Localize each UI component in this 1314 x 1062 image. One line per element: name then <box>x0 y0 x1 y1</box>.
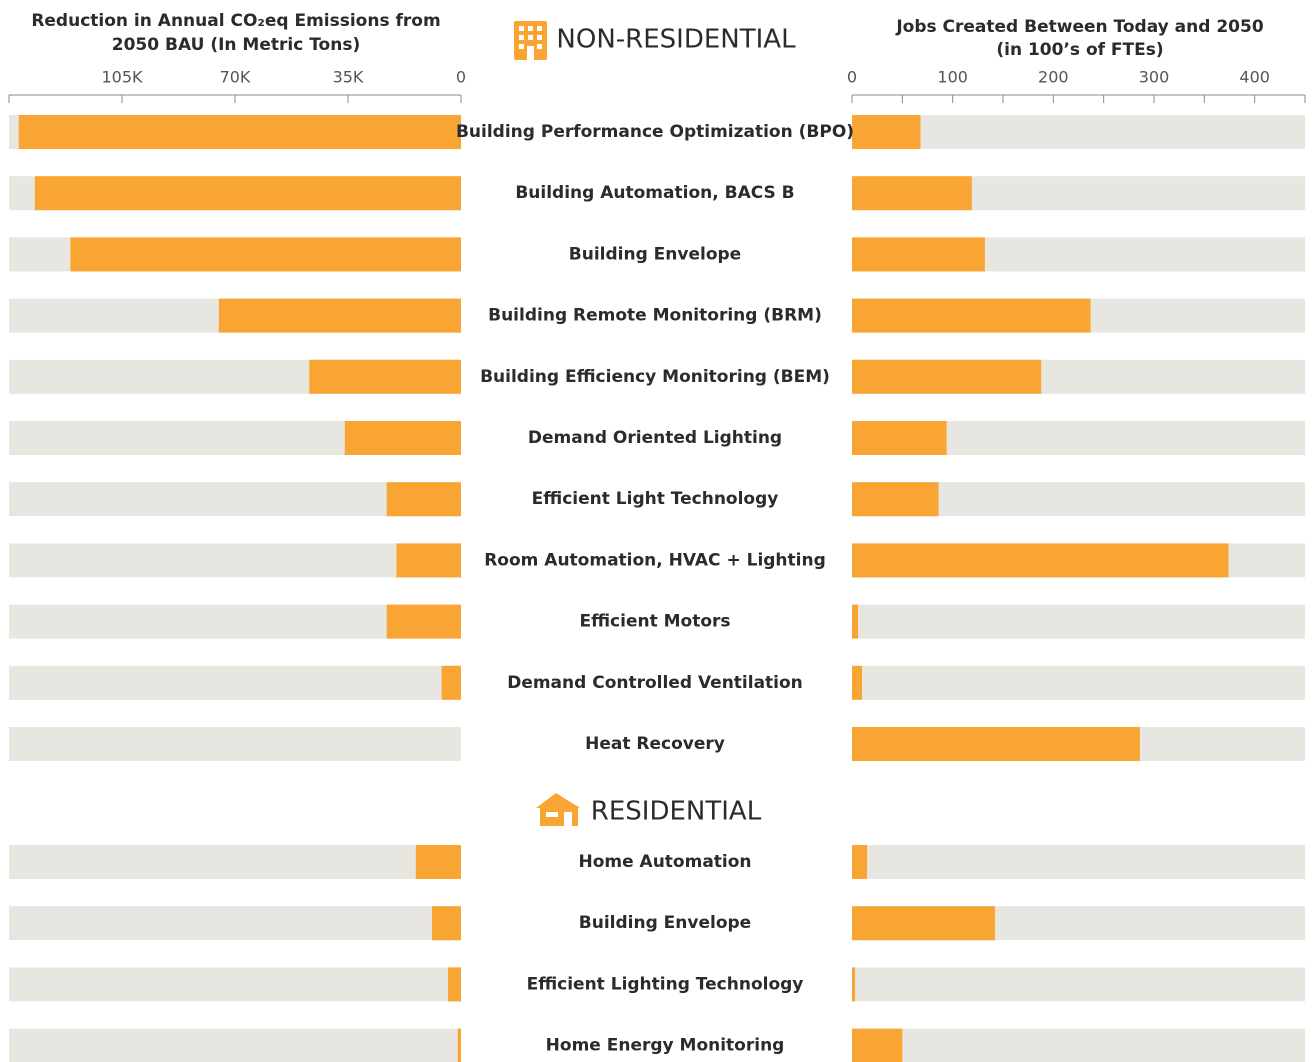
category-label: Efficient Lighting Technology <box>527 974 804 994</box>
x-tick-label: 400 <box>1239 68 1270 87</box>
bar <box>852 967 856 1002</box>
bar <box>852 482 939 517</box>
category-label: Heat Recovery <box>585 734 725 754</box>
category-label: Demand Controlled Ventilation <box>507 673 803 693</box>
category-label: Building Remote Monitoring (BRM) <box>488 306 822 326</box>
bar <box>852 237 985 272</box>
track <box>852 604 1305 639</box>
category-label: Room Automation, HVAC + Lighting <box>484 550 826 570</box>
bar <box>344 421 461 455</box>
track <box>852 845 1305 879</box>
bar <box>852 421 947 455</box>
bar <box>852 727 1140 761</box>
x-tick-label: 105K <box>101 68 143 87</box>
bar <box>852 176 972 211</box>
category-label: Building Efficiency Monitoring (BEM) <box>480 367 830 387</box>
track <box>852 115 1305 149</box>
bar <box>18 115 461 149</box>
bar <box>852 906 995 941</box>
category-label: Building Envelope <box>569 244 741 264</box>
track <box>9 482 461 517</box>
left-title: Reduction in Annual CO₂eq Emissions from <box>31 11 440 31</box>
bar <box>309 359 461 394</box>
x-tick-label: 0 <box>847 68 857 87</box>
x-tick-label: 300 <box>1139 68 1170 87</box>
category-label: Efficient Light Technology <box>532 489 779 509</box>
track <box>852 1028 1305 1062</box>
bar <box>34 176 461 211</box>
x-tick-label: 70K <box>220 68 251 87</box>
x-tick-label: 0 <box>456 68 466 87</box>
track <box>9 845 461 879</box>
right-title: (in 100’s of FTEs) <box>996 40 1163 60</box>
bar <box>386 482 461 517</box>
track <box>852 665 1305 700</box>
track <box>9 967 461 1002</box>
bar <box>852 604 859 639</box>
x-tick-label: 100 <box>937 68 968 87</box>
section-title: RESIDENTIAL <box>591 797 762 827</box>
bar <box>431 906 461 941</box>
bar <box>852 665 863 700</box>
bar <box>70 237 461 272</box>
bar <box>852 298 1091 333</box>
category-label: Building Envelope <box>579 913 751 933</box>
bar <box>457 1028 461 1062</box>
section-title: NON-RESIDENTIAL <box>556 25 796 55</box>
bar <box>386 604 461 639</box>
category-label: Home Automation <box>578 852 751 872</box>
category-label: Home Energy Monitoring <box>546 1036 785 1056</box>
bar <box>441 665 461 700</box>
bar <box>852 359 1042 394</box>
track <box>9 906 461 941</box>
right-title: Jobs Created Between Today and 2050 <box>895 17 1263 37</box>
track <box>9 543 461 578</box>
track <box>9 604 461 639</box>
bar <box>852 1028 903 1062</box>
category-label: Efficient Motors <box>579 612 730 632</box>
bar <box>448 967 461 1002</box>
track <box>852 967 1305 1002</box>
left-title: 2050 BAU (In Metric Tons) <box>112 35 360 55</box>
bar <box>218 298 461 333</box>
track <box>9 727 461 761</box>
category-label: Building Automation, BACS B <box>515 183 794 203</box>
building-icon <box>514 21 547 60</box>
bar <box>396 543 461 578</box>
x-tick-label: 200 <box>1038 68 1069 87</box>
track <box>9 665 461 700</box>
bar <box>852 845 868 879</box>
category-label: Demand Oriented Lighting <box>528 428 782 448</box>
bar <box>852 543 1229 578</box>
track <box>9 1028 461 1062</box>
house-icon <box>536 793 580 826</box>
x-tick-label: 35K <box>333 68 364 87</box>
bar <box>852 115 921 149</box>
category-label: Building Performance Optimization (BPO) <box>456 122 854 142</box>
bar <box>415 845 461 879</box>
